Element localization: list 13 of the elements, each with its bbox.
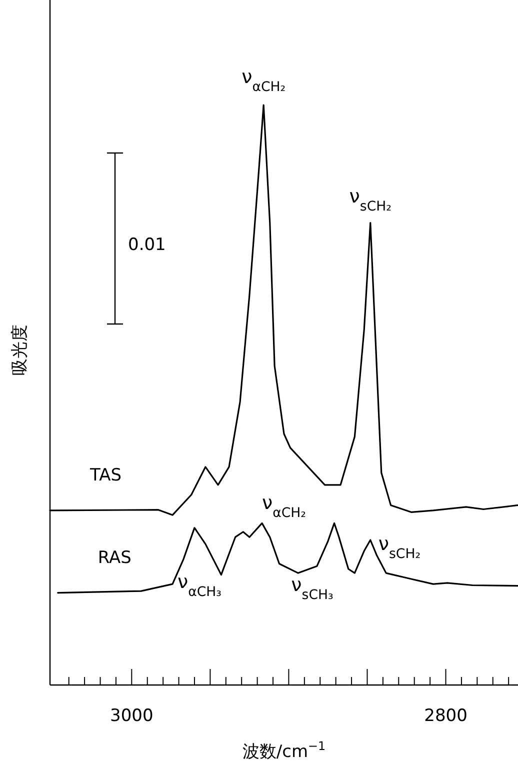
x-tick-label: 2800 <box>424 706 468 726</box>
annotation: ν$_{αCH₂}$ <box>242 66 286 94</box>
annotation: ν$_{αCH₂}$ <box>262 492 306 521</box>
annotation: ν$_{sCH₂}$ <box>349 186 392 214</box>
x-tick-label: 3000 <box>110 706 154 726</box>
annotation: ν$_{sCH₂}$ <box>378 533 421 562</box>
annotation: ν$_{αCH₃}$ <box>177 570 222 600</box>
y-axis-title: 吸光度 <box>10 324 30 376</box>
series-label: RAS <box>98 548 132 568</box>
series-label: TAS <box>89 465 122 486</box>
x-axis-title: 波数/cm$^{−1}$ <box>242 739 326 762</box>
annotation: ν$_{sCH₃}$ <box>291 574 334 603</box>
annotation: 0.01 <box>128 235 166 255</box>
